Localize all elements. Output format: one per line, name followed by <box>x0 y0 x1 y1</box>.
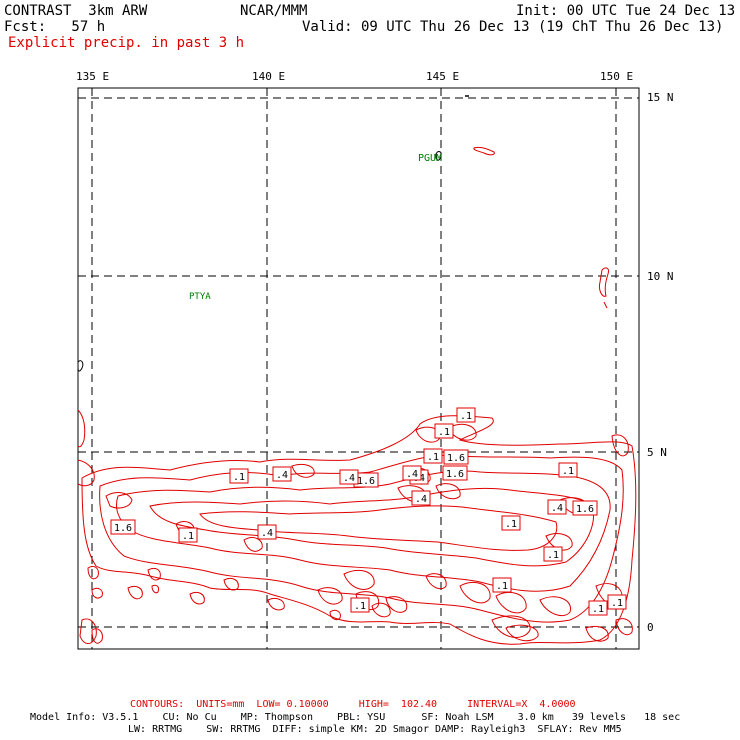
svg-text:1.6: 1.6 <box>446 469 464 480</box>
svg-text:.1: .1 <box>505 519 517 530</box>
contour-label: 1.6 <box>110 519 136 535</box>
station-pgum: PGUM <box>418 153 442 164</box>
contour-label: .1 <box>456 407 476 423</box>
valid-time: Valid: 09 UTC Thu 26 Dec 13 (19 ChT Thu … <box>302 19 724 35</box>
contour-label: .4 <box>272 466 292 482</box>
model-info-line2: LW: RRTMG SW: RRTMG DIFF: simple KM: 2D … <box>128 724 622 735</box>
contour-info: CONTOURS: UNITS=mm LOW= 0.10000 HIGH= 10… <box>130 699 576 710</box>
contour-label: 1.6 <box>443 449 469 465</box>
lat-label-15: 15 N <box>647 91 674 104</box>
svg-text:.4: .4 <box>406 469 418 480</box>
field-name: Explicit precip. in past 3 h <box>8 35 245 51</box>
svg-text:.4: .4 <box>276 470 288 481</box>
contour-label: .1 <box>350 597 370 613</box>
contour-label: .1 <box>423 448 443 464</box>
contour-label: .1 <box>229 468 249 484</box>
lon-label-145: 145 E <box>426 70 460 83</box>
contour-label: .4 <box>411 490 431 506</box>
contour-label: .4 <box>402 465 422 481</box>
svg-text:.1: .1 <box>233 472 245 483</box>
svg-text:1.6: 1.6 <box>357 476 375 487</box>
svg-text:.1: .1 <box>562 466 574 477</box>
contour-label: .1 <box>588 600 608 616</box>
svg-text:.1: .1 <box>438 427 450 438</box>
contour-label: .1 <box>178 527 198 543</box>
init-time: Init: 00 UTC Tue 24 Dec 13 <box>516 3 736 19</box>
svg-text:.4: .4 <box>343 473 355 484</box>
svg-text:.1: .1 <box>182 531 194 542</box>
contour-label: .1 <box>434 423 454 439</box>
contour-label: .1 <box>607 594 627 610</box>
svg-text:1.6: 1.6 <box>447 453 465 464</box>
svg-text:.4: .4 <box>261 528 273 539</box>
svg-text:.1: .1 <box>592 604 604 615</box>
organization: NCAR/MMM <box>240 3 308 19</box>
svg-text:.4: .4 <box>551 503 563 514</box>
contour-label: 1.6 <box>442 465 468 481</box>
contour-label: .1 <box>558 462 578 478</box>
guam-island-icon <box>435 151 442 161</box>
station-ptya: PTYA <box>189 292 211 302</box>
lon-label-135: 135 E <box>76 70 110 83</box>
map-markers <box>77 95 469 372</box>
contour-label: .4 <box>257 524 277 540</box>
model-info-line1: Model Info: V3.5.1 CU: No Cu MP: Thompso… <box>30 712 681 723</box>
model-title: CONTRAST 3km ARW <box>4 3 148 19</box>
contour-labels: .1.11.6.4.11.6.41.6.1.4.11.6.1.4.1.1.4.4… <box>110 407 627 616</box>
contour-label: .1 <box>501 515 521 531</box>
contour-label: .4 <box>547 499 567 515</box>
lat-label-0: 0 <box>647 621 654 634</box>
map-frame <box>77 87 640 650</box>
lat-label-5: 5 N <box>647 446 667 459</box>
svg-text:.1: .1 <box>496 581 508 592</box>
svg-text:.1: .1 <box>547 550 559 561</box>
svg-text:1.6: 1.6 <box>114 523 132 534</box>
island-outline-icon <box>77 360 84 372</box>
precip-contours <box>77 146 637 645</box>
contour-label: .1 <box>492 577 512 593</box>
svg-text:.1: .1 <box>460 411 472 422</box>
lon-label-140: 140 E <box>252 70 286 83</box>
svg-text:1.6: 1.6 <box>576 504 594 515</box>
forecast-hour: Fcst: 57 h <box>4 19 106 35</box>
lon-label-150: 150 E <box>600 70 634 83</box>
svg-text:.4: .4 <box>415 494 427 505</box>
svg-text:.1: .1 <box>427 452 439 463</box>
lat-lon-grid <box>78 88 639 649</box>
contour-label: .4 <box>339 469 359 485</box>
contour-label: .1 <box>543 546 563 562</box>
lat-label-10: 10 N <box>647 270 674 283</box>
contour-label: 1.6 <box>572 500 598 516</box>
svg-text:.1: .1 <box>354 601 366 612</box>
svg-text:.1: .1 <box>611 598 623 609</box>
